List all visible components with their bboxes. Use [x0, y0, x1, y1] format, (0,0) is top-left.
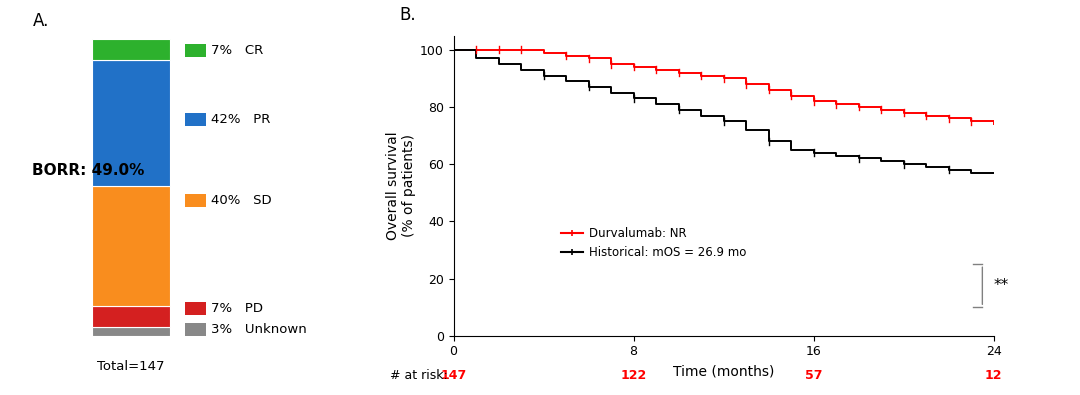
- Text: 42%   PR: 42% PR: [212, 113, 271, 126]
- Text: **: **: [994, 278, 1009, 293]
- X-axis label: Time (months): Time (months): [673, 364, 774, 378]
- Bar: [92, 39, 170, 60]
- Text: 147: 147: [441, 369, 467, 382]
- Bar: [186, 113, 206, 126]
- Text: B.: B.: [400, 6, 416, 24]
- Text: 57: 57: [805, 369, 822, 382]
- Legend: Durvalumab: NR, Historical: mOS = 26.9 mo: Durvalumab: NR, Historical: mOS = 26.9 m…: [556, 222, 751, 264]
- Text: 7%   CR: 7% CR: [212, 44, 264, 57]
- Text: 122: 122: [621, 369, 647, 382]
- Bar: [92, 186, 170, 306]
- Text: 7%   PD: 7% PD: [212, 302, 264, 315]
- Text: 12: 12: [985, 369, 1002, 382]
- Y-axis label: Overall survival
(% of patients): Overall survival (% of patients): [386, 131, 416, 240]
- Bar: [92, 306, 170, 327]
- Bar: [186, 323, 206, 337]
- Bar: [186, 44, 206, 57]
- Text: 40%   SD: 40% SD: [212, 194, 272, 207]
- Bar: [186, 302, 206, 316]
- Bar: [92, 327, 170, 336]
- Bar: [92, 60, 170, 186]
- Text: # at risk:: # at risk:: [391, 369, 448, 382]
- Text: Total=147: Total=147: [97, 360, 164, 373]
- Text: 3%   Unknown: 3% Unknown: [212, 323, 307, 336]
- Text: BORR: 49.0%: BORR: 49.0%: [32, 163, 145, 178]
- Bar: [186, 194, 206, 207]
- Text: A.: A.: [32, 11, 49, 30]
